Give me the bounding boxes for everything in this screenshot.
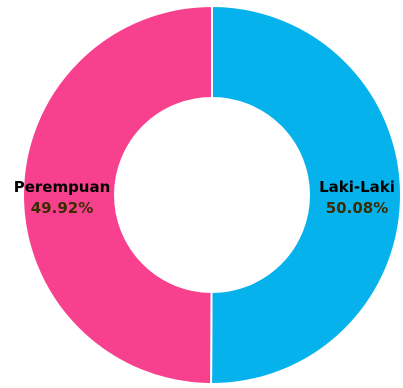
slice-laki-laki	[210, 4, 402, 385]
slice-label-value-perempuan: 49.92%	[31, 199, 93, 217]
slice-label-name-laki-laki: Laki-Laki	[319, 178, 395, 196]
slice-label-name-perempuan: Perempuan	[14, 178, 111, 196]
slice-label-value-laki-laki: 50.08%	[326, 199, 388, 217]
slice-perempuan	[21, 4, 213, 386]
slices-group	[21, 4, 402, 386]
labels-group: Laki-Laki 50.08% Perempuan 49.92%	[14, 178, 395, 217]
